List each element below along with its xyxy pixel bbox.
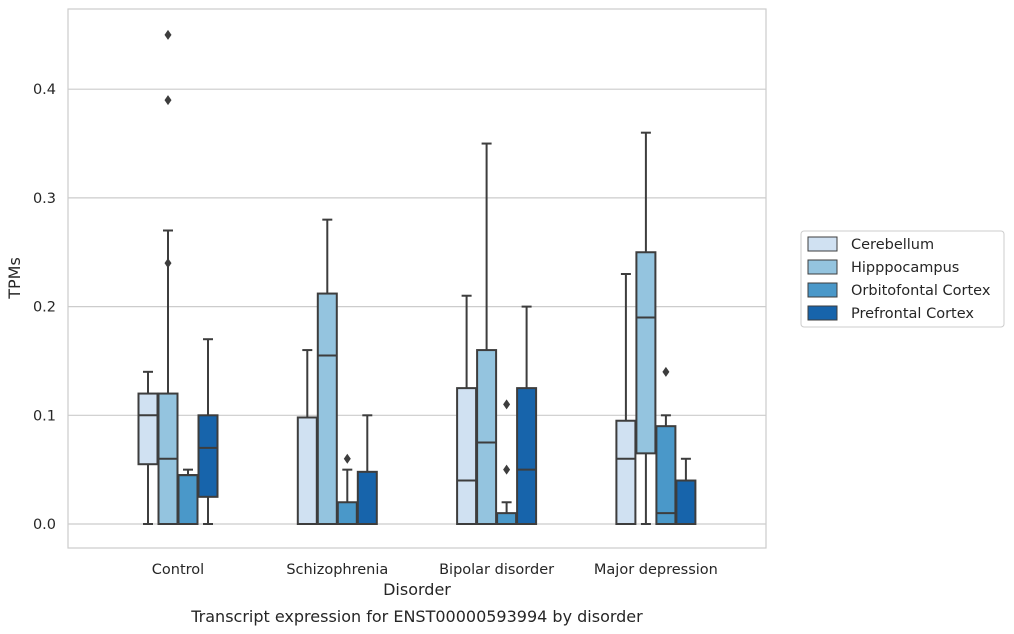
box [635,131,657,525]
legend-swatch [807,259,838,275]
iqr-box [496,512,518,526]
legend-label: Hipppocampus [851,260,959,276]
y-tick-labels: 0.0 0.1 0.2 0.3 0.4 [33,82,56,533]
box [316,218,338,525]
iqr-box [615,419,637,525]
legend: Cerebellum Hipppocampus Orbitofontal Corte… [800,230,1005,328]
legend-label: Orbitofontal Cortex [851,283,991,299]
outlier-point [503,399,511,410]
box [615,272,637,525]
legend-label: Prefrontal Cortex [851,306,974,322]
iqr-box [516,387,538,525]
box [675,457,697,525]
outlier-point [164,95,172,106]
iqr-box [655,425,677,526]
box [336,453,358,526]
x-tick-label: Bipolar disorder [439,562,554,578]
iqr-box [177,474,199,525]
legend-swatch [807,305,838,321]
plot-frame [67,8,767,549]
chart-caption: Transcript expression for ENST0000059399… [190,607,643,626]
box [516,305,538,525]
box [476,142,498,525]
iqr-box [137,392,159,466]
y-axis-label: TPMs [5,257,24,300]
x-axis-label: Disorder [383,580,451,599]
box [177,468,199,525]
iqr-box [476,349,498,525]
box [356,414,378,526]
iqr-box [296,416,318,525]
iqr-box [675,479,697,525]
legend-label: Cerebellum [851,237,934,253]
legend-swatch [807,282,838,298]
y-tick-label: 0.2 [33,300,56,316]
box [197,338,219,525]
box-series [137,29,697,526]
iqr-box [336,501,358,526]
outlier-point [503,464,511,475]
x-tick-label: Major depression [594,562,718,578]
legend-swatch [807,236,838,252]
box [137,370,159,525]
iqr-box [197,414,219,498]
x-tick-label: Control [152,562,204,578]
x-tick-labels: Control Schizophrenia Bipolar disorder Majo… [152,562,718,578]
iqr-box [316,292,338,525]
y-tick-label: 0.3 [33,191,56,207]
box [157,29,179,525]
legend-frame [800,230,1005,328]
box [296,349,318,525]
outlier-point [164,29,172,40]
outlier-point [662,366,670,377]
outlier-point [343,453,351,464]
y-tick-label: 0.1 [33,408,56,424]
iqr-box [456,387,478,525]
iqr-box [356,470,378,526]
y-tick-label: 0.4 [33,82,56,98]
box [655,366,677,526]
iqr-box [635,251,657,455]
y-tick-label: 0.0 [33,517,56,533]
box [456,294,478,525]
outlier-point [164,258,172,269]
x-tick-label: Schizophrenia [286,562,388,578]
